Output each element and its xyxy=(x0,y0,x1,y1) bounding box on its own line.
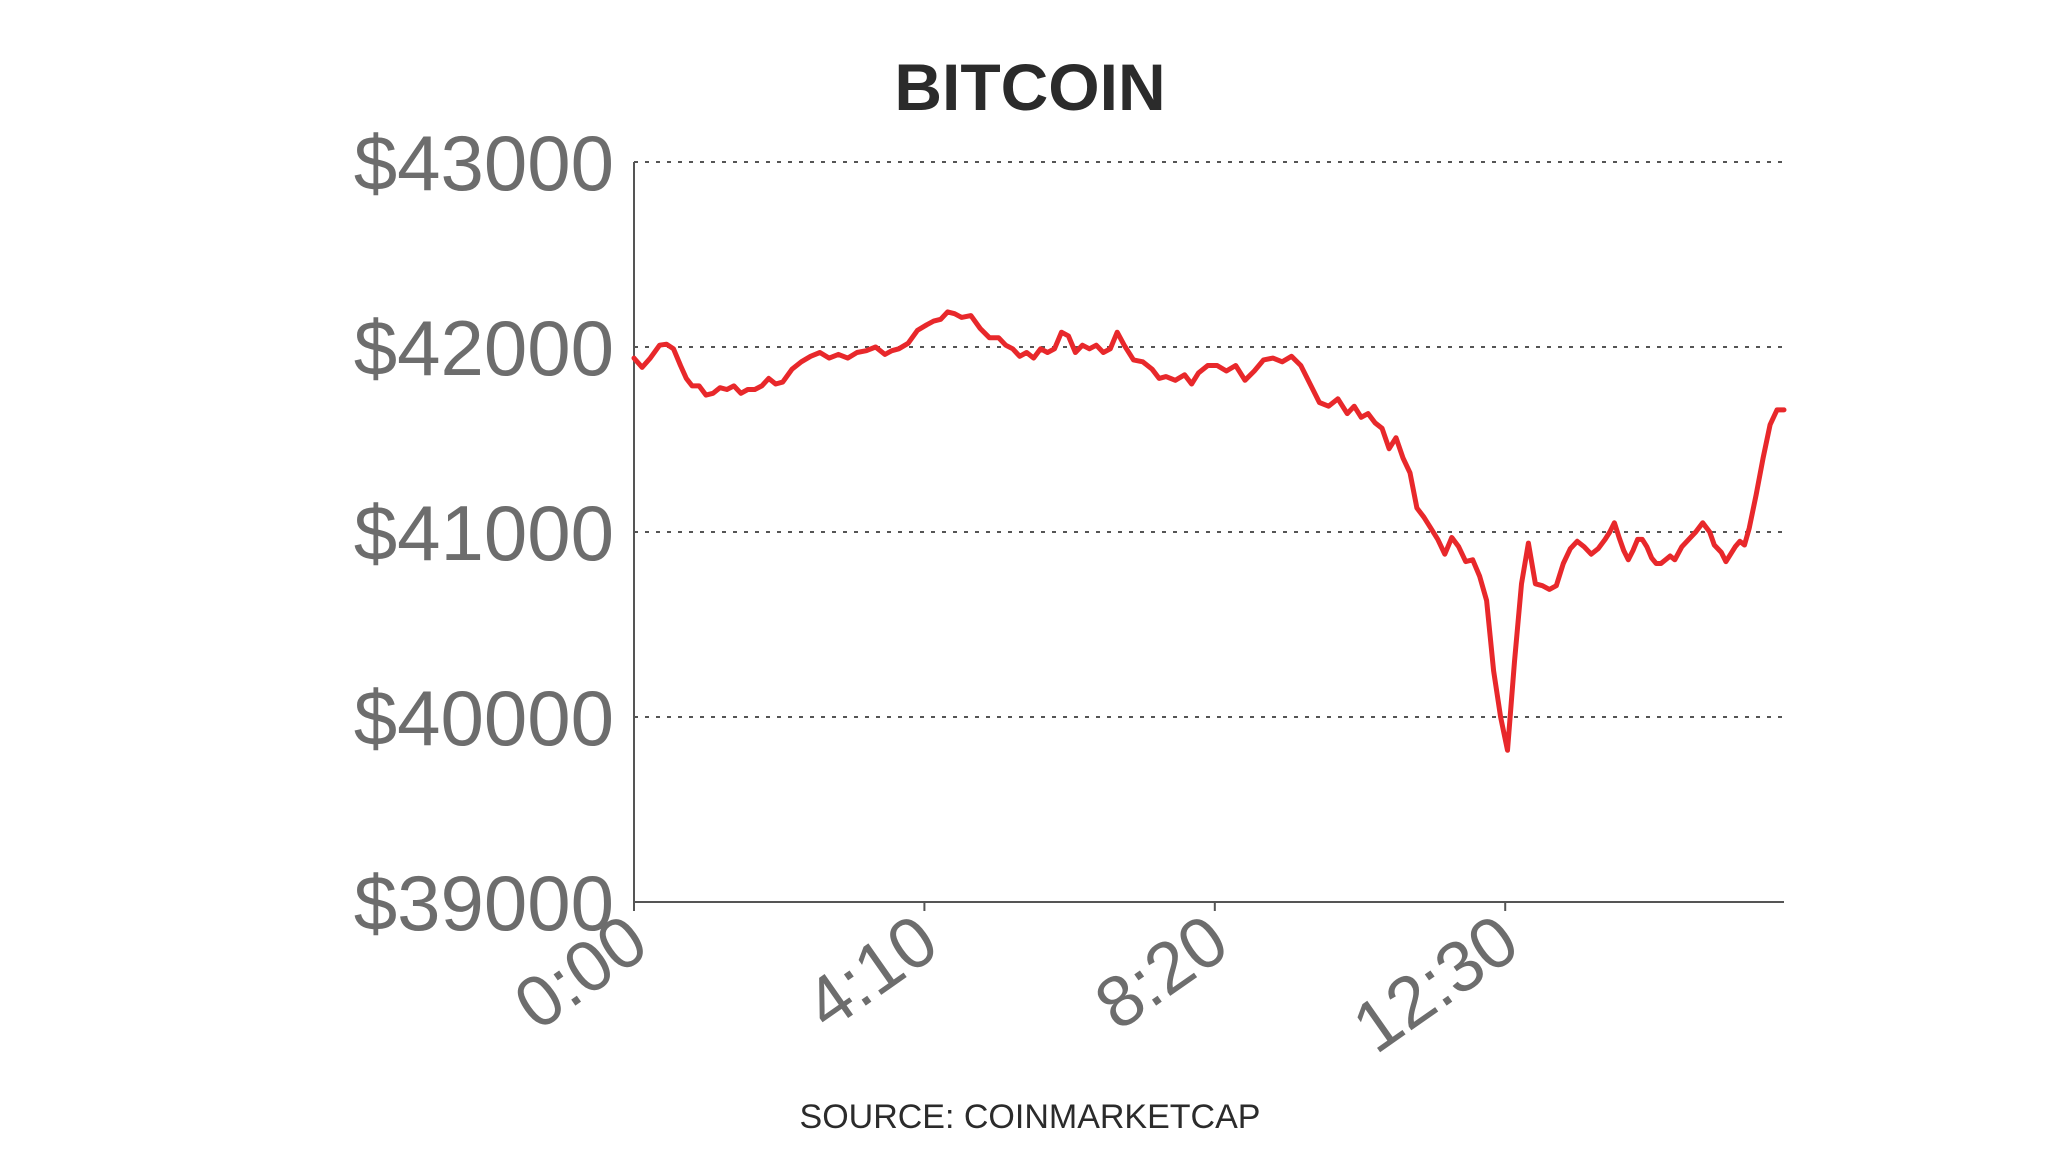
axes xyxy=(633,162,1784,911)
series-line-0 xyxy=(631,309,1787,753)
x-tick-label: 12:30 xyxy=(1339,900,1532,1069)
y-tick-label: $42000 xyxy=(354,304,614,392)
x-tick-label: 4:10 xyxy=(791,900,952,1046)
series-layer xyxy=(631,309,1787,753)
y-axis-tick-labels: $43000 $42000 $41000 $40000 $39000 xyxy=(354,119,614,947)
y-tick-label: $41000 xyxy=(354,489,614,577)
y-tick-label: $39000 xyxy=(354,859,614,947)
y-tick-label: $40000 xyxy=(354,674,614,762)
x-axis-tick-labels: 0:00 4:10 8:20 12:30 xyxy=(500,900,1532,1069)
source-note: SOURCE: COINMARKETCAP xyxy=(800,1098,1261,1136)
x-tick-label: 8:20 xyxy=(1081,900,1242,1046)
y-tick-label: $43000 xyxy=(354,119,614,207)
gridlines xyxy=(634,161,1784,718)
chart-title: BITCOIN xyxy=(894,50,1165,124)
